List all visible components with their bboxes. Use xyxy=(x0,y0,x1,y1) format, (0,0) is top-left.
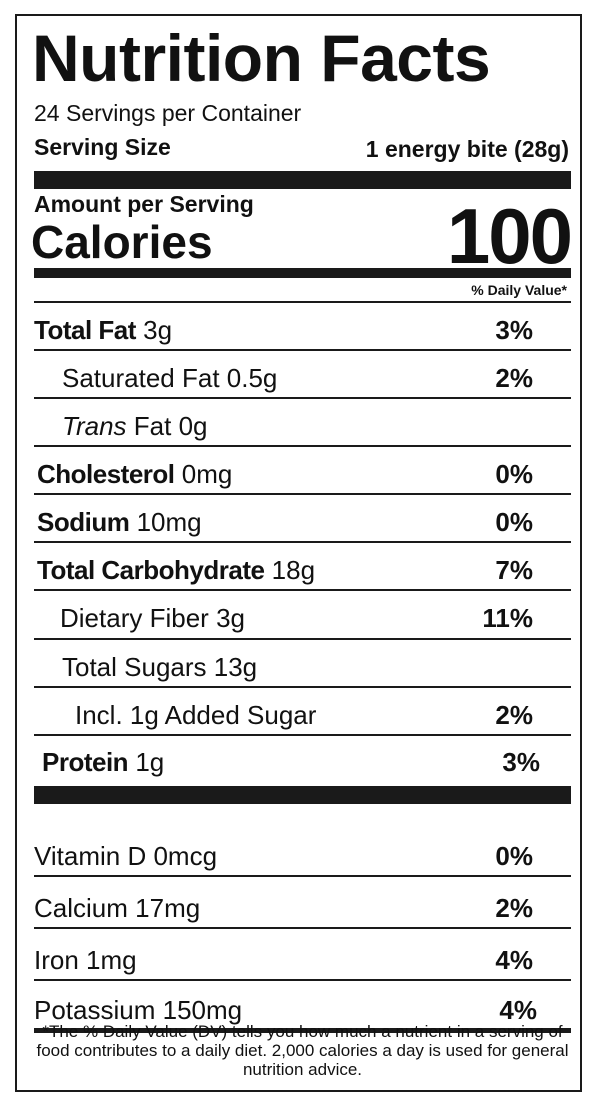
nutrient-amount: 13g xyxy=(213,652,258,682)
nutrient-name: Total Fat xyxy=(34,315,136,345)
nutrient-dv: 3% xyxy=(502,747,540,777)
nutrient-name: Iron xyxy=(34,945,79,975)
nutrient-name: Cholesterol xyxy=(37,459,175,489)
nutrient-row-sodium: Sodium 10mg 0% xyxy=(34,493,571,541)
nutrient-dv: 2% xyxy=(495,700,533,730)
nutrition-facts-label: Nutrition Facts 24 Servings per Containe… xyxy=(15,14,582,1092)
nutrient-name: Vitamin D xyxy=(34,841,147,871)
vitamin-row-vitamin-d: Vitamin D 0mcg 0% xyxy=(34,821,571,875)
vitamin-row-potassium: Potassium 150mg 4% xyxy=(34,979,571,1029)
nutrient-amount: 17mg xyxy=(135,893,201,923)
medium-divider xyxy=(34,268,571,278)
nutrient-row-added-sugar: Incl. 1g Added Sugar 2% xyxy=(34,686,571,734)
nutrient-row-trans-fat: Trans Fat 0g xyxy=(34,397,571,445)
nutrient-amount: 3g xyxy=(143,315,173,345)
nutrient-row-total-carbohydrate: Total Carbohydrate 18g 7% xyxy=(34,541,571,589)
nutrient-amount: 1g xyxy=(135,747,165,777)
nutrient-dv: 0% xyxy=(495,459,533,489)
nutrient-dv: 0% xyxy=(495,507,533,537)
nutrient-row-saturated-fat: Saturated Fat 0.5g 2% xyxy=(34,349,571,397)
vitamin-row-calcium: Calcium 17mg 2% xyxy=(34,875,571,927)
serving-size-value: 1 energy bite (28g) xyxy=(365,136,569,162)
nutrient-amount: 1mg xyxy=(86,945,137,975)
calories-label: Calories xyxy=(31,216,213,268)
nutrient-name: Calcium xyxy=(34,893,128,923)
nutrient-name: Dietary Fiber xyxy=(60,603,209,633)
nutrient-dv: 3% xyxy=(495,315,533,345)
nutrient-amount: 0g xyxy=(178,411,208,441)
daily-value-header: % Daily Value* xyxy=(471,282,567,298)
nutrient-amount: 10mg xyxy=(136,507,202,537)
nutrient-amount: 18g xyxy=(271,555,316,585)
nutrient-row-protein: Protein 1g 3% xyxy=(34,734,571,781)
nutrient-name: Saturated Fat xyxy=(62,363,220,393)
nutrient-dv: 4% xyxy=(495,945,533,975)
nutrient-row-total-sugars: Total Sugars 13g xyxy=(34,638,571,686)
nutrient-row-cholesterol: Cholesterol 0mg 0% xyxy=(34,445,571,493)
serving-size-label: Serving Size xyxy=(34,134,171,160)
nutrient-dv: 0% xyxy=(495,841,533,871)
nutrient-amount: 150mg xyxy=(162,995,243,1025)
nutrient-name: Total Carbohydrate xyxy=(37,555,265,585)
nutrient-name-italic: Trans xyxy=(62,411,127,441)
nutrient-name: Protein xyxy=(42,747,129,777)
nutrient-amount: 0mcg xyxy=(153,841,218,871)
nutrient-row-total-fat: Total Fat 3g 3% xyxy=(34,301,571,349)
nutrient-dv: 2% xyxy=(495,893,533,923)
nutrient-dv: 4% xyxy=(499,995,537,1025)
nutrient-name: Fat xyxy=(133,411,172,441)
nutrient-amount: 3g xyxy=(216,603,245,633)
nutrient-dv: 7% xyxy=(495,555,533,585)
thin-divider xyxy=(34,1028,571,1033)
nutrient-amount: 0mg xyxy=(181,459,233,489)
daily-value-footnote: *The % Daily Value (DV) tells you how mu… xyxy=(36,1022,569,1079)
calories-value: 100 xyxy=(446,192,573,280)
thick-divider xyxy=(34,786,571,804)
nutrient-dv: 2% xyxy=(495,363,533,393)
amount-per-serving: Amount per Serving xyxy=(34,191,254,217)
nutrient-amount: 0.5g xyxy=(226,363,278,393)
nutrient-name: Sodium xyxy=(37,507,130,537)
servings-per-container: 24 Servings per Container xyxy=(34,100,302,126)
vitamin-row-iron: Iron 1mg 4% xyxy=(34,927,571,979)
nutrient-name: Potassium xyxy=(34,995,156,1025)
label-title: Nutrition Facts xyxy=(32,21,491,95)
nutrient-name: Total Sugars xyxy=(62,652,207,682)
nutrient-name: Incl. 1g Added Sugar xyxy=(75,700,317,730)
thick-divider xyxy=(34,171,571,189)
nutrient-row-dietary-fiber: Dietary Fiber 3g 11% xyxy=(34,589,571,637)
nutrient-dv: 11% xyxy=(482,603,533,633)
